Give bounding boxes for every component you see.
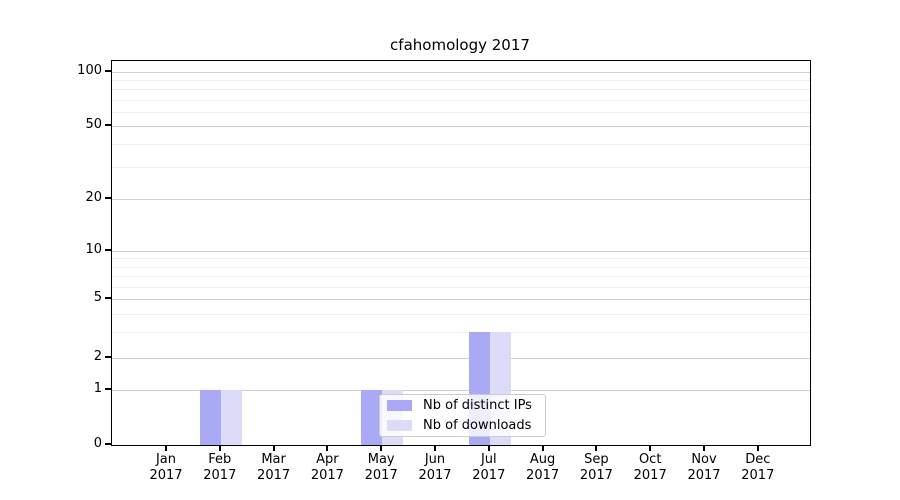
- y-tick-mark: [105, 388, 111, 391]
- gridline-minor: [112, 99, 810, 101]
- y-tick-mark: [105, 297, 111, 300]
- y-tick-mark: [105, 355, 111, 358]
- bar-nb-of-distinct-ips: [199, 390, 221, 445]
- gridline-minor: [112, 143, 810, 145]
- y-tick-label: 20: [85, 190, 102, 206]
- y-tick-mark: [105, 124, 111, 126]
- legend-swatch-distinct-ips: [387, 400, 412, 411]
- gridline-major: [112, 299, 810, 301]
- legend-label-downloads: Nb of downloads: [423, 418, 532, 433]
- gridline-minor: [112, 286, 810, 288]
- x-tick-mark: [756, 445, 759, 451]
- x-tick-mark: [649, 445, 652, 451]
- x-tick-mark: [703, 445, 705, 451]
- legend-entry-distinct-ips: Nb of distinct IPs: [387, 397, 538, 414]
- legend-swatch-downloads: [387, 420, 412, 431]
- y-tick-label: 1: [93, 381, 102, 397]
- gridline-minor: [112, 258, 810, 260]
- x-tick-mark: [326, 445, 329, 451]
- x-tick-mark: [595, 445, 598, 451]
- gridline-minor: [112, 313, 810, 315]
- gridline-major: [112, 126, 810, 127]
- x-tick-label: May 2017: [364, 452, 398, 483]
- x-tick-mark: [272, 445, 275, 451]
- x-tick-label: Jun 2017: [418, 452, 452, 483]
- gridline-minor: [112, 166, 810, 168]
- legend-entry-downloads: Nb of downloads: [387, 417, 538, 434]
- bar-nb-of-downloads: [220, 390, 242, 445]
- x-tick-label: Dec 2017: [741, 452, 775, 483]
- legend-label-distinct-ips: Nb of distinct IPs: [423, 398, 532, 413]
- gridline-minor: [112, 266, 810, 268]
- x-tick-label: Aug 2017: [526, 452, 560, 483]
- legend: Nb of distinct IPs Nb of downloads: [379, 394, 546, 437]
- x-tick-mark: [487, 445, 490, 451]
- gridline-major: [112, 71, 810, 73]
- y-tick-mark: [105, 197, 111, 200]
- y-tick-label: 5: [93, 290, 102, 306]
- x-tick-mark: [165, 445, 167, 451]
- x-tick-label: Oct 2017: [633, 452, 667, 483]
- gridline-minor: [112, 275, 810, 277]
- x-tick-mark: [218, 445, 221, 451]
- plot-area: Nb of distinct IPs Nb of downloads: [111, 60, 811, 446]
- y-tick-label: 50: [85, 117, 102, 132]
- gridline-minor: [112, 79, 810, 81]
- gridline-major: [112, 390, 810, 392]
- chart-title: cfahomology 2017: [390, 36, 530, 54]
- x-tick-mark: [541, 445, 544, 451]
- y-tick-label: 0: [93, 436, 102, 451]
- y-tick-label: 10: [85, 242, 102, 257]
- y-tick-mark: [105, 249, 111, 251]
- x-tick-label: Sep 2017: [579, 452, 613, 483]
- x-tick-label: Jan 2017: [149, 452, 183, 483]
- bar-nb-of-distinct-ips: [361, 390, 383, 445]
- y-tick-label: 2: [93, 348, 102, 364]
- x-tick-label: Jul 2017: [472, 452, 506, 483]
- y-tick-label: 100: [77, 62, 102, 78]
- x-tick-mark: [434, 445, 436, 451]
- y-tick-mark: [105, 443, 111, 445]
- gridline-major: [112, 357, 810, 359]
- x-tick-label: Apr 2017: [310, 452, 344, 483]
- gridline-major: [112, 199, 810, 201]
- gridline-major: [112, 251, 810, 252]
- gridline-minor: [112, 331, 810, 333]
- gridline-minor: [112, 89, 810, 91]
- y-tick-mark: [105, 69, 111, 72]
- x-tick-label: Feb 2017: [203, 452, 237, 483]
- x-tick-label: Nov 2017: [687, 452, 721, 483]
- gridline-minor: [112, 111, 810, 113]
- x-tick-mark: [380, 445, 383, 451]
- x-tick-label: Mar 2017: [257, 452, 291, 483]
